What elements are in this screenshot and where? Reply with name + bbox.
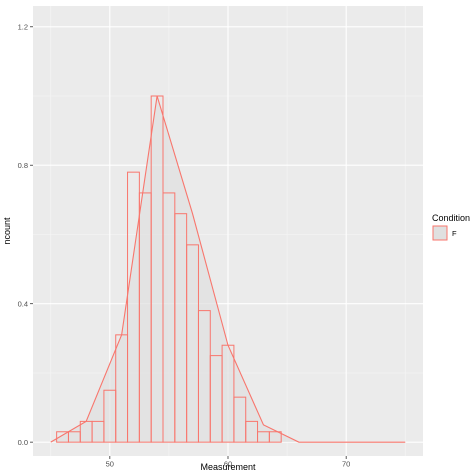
x-tick-label: 60 [224, 460, 232, 469]
x-tick-label: 70 [342, 460, 350, 469]
histogram-bar [221, 344, 235, 443]
histogram-bar [233, 396, 247, 443]
density-polygon-line [50, 95, 406, 443]
x-axis: 50 60 70 [106, 456, 350, 469]
x-axis-title: Measurement [200, 462, 256, 472]
legend-key-f [432, 225, 448, 241]
y-tick-label: 0.4 [18, 299, 28, 308]
y-axis: 0.0 0.4 0.8 1.2 [18, 22, 33, 447]
histogram-bar [268, 431, 282, 443]
legend-label-f: F [452, 229, 457, 238]
y-axis-title: ncount [2, 217, 12, 245]
legend: Condition F [432, 213, 470, 241]
y-tick-label: 1.2 [18, 22, 28, 31]
histogram-bars [56, 95, 282, 443]
legend-title: Condition [432, 213, 470, 223]
y-tick-label: 0.8 [18, 161, 28, 170]
x-tick-label: 50 [106, 460, 114, 469]
y-tick-label: 0.0 [18, 438, 28, 447]
